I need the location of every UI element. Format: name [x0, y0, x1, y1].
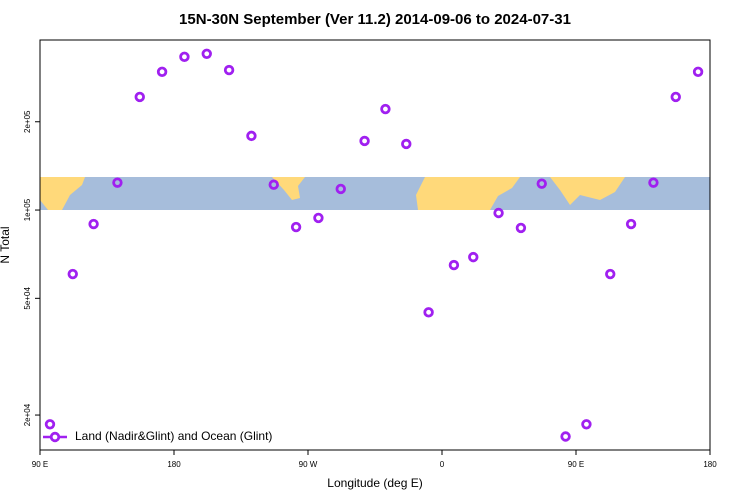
point: [648, 177, 659, 188]
chart-title: 15N-30N September (Ver 11.2) 2014-09-06 …: [179, 11, 571, 28]
x-tick-label: 180: [703, 460, 717, 469]
x-tick-label: 90 E: [32, 460, 48, 469]
y-axis-label: N Total: [0, 226, 12, 263]
point: [380, 103, 391, 115]
point: [515, 222, 527, 234]
point: [401, 138, 412, 150]
x-tick-label: 0: [440, 460, 445, 469]
point: [359, 135, 370, 147]
point: [201, 48, 212, 59]
x-tick-label: 90 W: [299, 460, 318, 469]
x-axis-label: Longitude (deg E): [327, 476, 422, 490]
point: [179, 51, 190, 63]
point: [468, 251, 479, 263]
point: [313, 212, 324, 224]
point: [223, 64, 235, 76]
point: [536, 178, 547, 189]
point: [581, 419, 592, 430]
point: [605, 268, 616, 280]
legend-marker: [49, 431, 61, 443]
point: [268, 179, 279, 190]
y-tick-label: 2e+04: [23, 403, 32, 426]
plot-frame: [39, 39, 711, 451]
point: [88, 218, 99, 230]
point: [493, 207, 504, 219]
map-band: [40, 177, 710, 210]
point: [290, 221, 302, 233]
point: [692, 66, 704, 78]
point: [423, 307, 434, 318]
point: [625, 218, 637, 230]
x-tick-label: 90 E: [568, 460, 584, 469]
point: [448, 259, 460, 271]
y-tick-label: 5e+04: [23, 287, 32, 310]
x-tick-label: 180: [167, 460, 181, 469]
y-tick-label: 1e+05: [23, 198, 32, 221]
point: [670, 91, 681, 103]
y-tick-label: 2e+05: [23, 110, 32, 133]
point: [246, 130, 257, 142]
point: [67, 268, 78, 280]
point: [156, 66, 168, 78]
legend-label: Land (Nadir&Glint) and Ocean (Glint): [75, 429, 272, 443]
point: [112, 177, 123, 188]
point: [560, 431, 571, 442]
point: [134, 91, 145, 103]
point: [44, 419, 56, 430]
point: [335, 183, 346, 195]
